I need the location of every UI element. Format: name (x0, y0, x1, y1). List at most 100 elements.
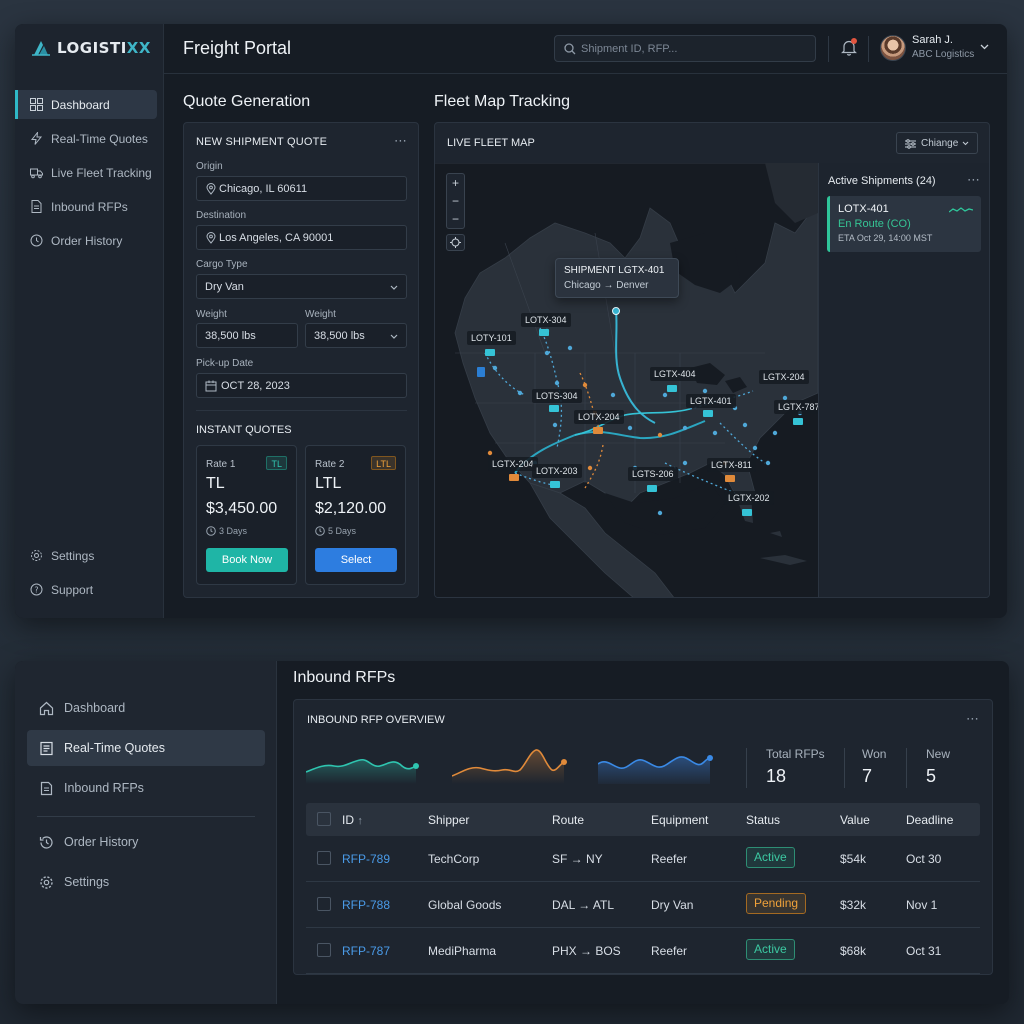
weight-field[interactable]: 38,500 lbs (196, 323, 298, 348)
weight-unit-select[interactable]: 38,500 lbs (305, 323, 407, 348)
zoom-in-button[interactable]: + (451, 176, 459, 190)
sidebar-item-settings[interactable]: Settings (27, 864, 265, 900)
sidebar-item-dashboard[interactable]: Dashboard (27, 690, 265, 726)
sidebar-item-label: Inbound RFPs (51, 199, 128, 214)
landmass (529, 482, 674, 597)
rfp-id-link[interactable]: RFP-787 (342, 944, 391, 958)
column-header-id[interactable]: ID ↑ (342, 813, 363, 827)
rate-card-ltl[interactable]: Rate 2 LTL LTL $2,120.00 5 Days Select (305, 445, 406, 585)
tooltip-route: Chicago → Denver (564, 280, 649, 291)
column-header-route[interactable]: Route (552, 813, 585, 827)
truck-label[interactable]: LGTS-206 (628, 467, 678, 481)
sidebar-item-order-history[interactable]: Order History (27, 824, 265, 860)
destination-label: Destination (196, 210, 247, 221)
select-button[interactable]: Select (315, 548, 397, 572)
zoom-out-button[interactable]: − (451, 194, 459, 208)
column-header-shipper[interactable]: Shipper (428, 813, 470, 827)
divider (844, 748, 845, 788)
select-all-checkbox[interactable] (317, 812, 331, 826)
status-badge: Pending (746, 893, 807, 914)
column-header-status[interactable]: Status (746, 813, 781, 827)
sidebar-item-support[interactable]: ? Support (15, 575, 157, 604)
more-options-icon[interactable]: ⋯ (967, 172, 981, 187)
avatar[interactable] (880, 35, 906, 61)
sidebar-nav: Dashboard Real-Time Quotes Live Fleet Tr… (15, 90, 164, 260)
origin-field[interactable]: Chicago, IL 60611 (196, 176, 407, 201)
sidebar-item-real-time-quotes[interactable]: Real-Time Quotes (27, 730, 265, 766)
truck-label[interactable]: LGTX-404 (650, 367, 700, 381)
sidebar-item-order-history[interactable]: Order History (15, 226, 157, 255)
status-badge: Active (746, 847, 795, 868)
cargo-type-select[interactable]: Dry Van (196, 274, 407, 299)
rate-transit-days: 3 Days (219, 526, 248, 536)
table-row[interactable]: RFP-787 MediPharma PHX → BOS Reefer Acti… (306, 928, 980, 974)
zoom-reset-button[interactable]: − (451, 212, 459, 226)
truck-label[interactable]: LGTX-204 (488, 457, 538, 471)
column-header-value[interactable]: Value (840, 813, 870, 827)
zoom-controls: + − − (446, 173, 465, 229)
column-header-deadline[interactable]: Deadline (906, 813, 954, 827)
row-checkbox[interactable] (317, 943, 331, 957)
table-row[interactable]: RFP-788 Global Goods DAL → ATL Dry Van P… (306, 882, 980, 928)
truck-label[interactable]: LOTX-304 (521, 313, 571, 327)
more-options-icon[interactable]: ⋯ (966, 711, 980, 726)
sidebar-item-label: Live Fleet Tracking (51, 165, 152, 180)
active-shipment-card[interactable]: LOTX-401 En Route (CO) ETA Oct 29, 14:00… (827, 196, 981, 252)
deadline-cell: Oct 30 (906, 852, 942, 866)
chevron-down-icon (962, 141, 969, 146)
table-row[interactable]: RFP-789 TechCorp SF → NY Reefer Active $… (306, 836, 980, 882)
row-checkbox[interactable] (317, 897, 331, 911)
new-shipment-quote-card: NEW SHIPMENT QUOTE ⋯ Origin Chicago, IL … (183, 122, 419, 598)
search-input[interactable]: Shipment ID, RFP... (554, 35, 816, 62)
user-org: ABC Logistics (912, 49, 975, 60)
document-icon (31, 200, 42, 213)
column-header-equipment[interactable]: Equipment (651, 813, 709, 827)
inbound-rfp-overview-card: INBOUND RFP OVERVIEW ⋯ Total RFPs 18 Won… (293, 699, 993, 975)
filter-icon (905, 139, 916, 149)
change-button[interactable]: Chiange (896, 132, 978, 154)
sidebar-item-settings[interactable]: Settings (15, 541, 157, 570)
pickup-date-field[interactable]: OCT 28, 2023 (196, 373, 407, 398)
truck-label[interactable]: LOTX-204 (574, 410, 624, 424)
locate-button[interactable] (446, 234, 465, 251)
row-checkbox[interactable] (317, 851, 331, 865)
destination-field[interactable]: Los Angeles, CA 90001 (196, 225, 407, 250)
truck-label[interactable]: LGTX-204 (759, 370, 809, 384)
more-options-icon[interactable]: ⋯ (394, 133, 408, 148)
fleet-map[interactable]: + − − SHIPMENT LGTX-401 Chicago → Denver… (435, 163, 824, 597)
rfp-id-link[interactable]: RFP-788 (342, 898, 391, 912)
water-body (605, 483, 725, 535)
rate-label: Rate 2 (315, 459, 345, 470)
rate-type: TL (206, 475, 225, 492)
tooltip-title: SHIPMENT LGTX-401 (564, 265, 665, 276)
chevron-down-icon[interactable] (980, 44, 989, 50)
kpi-label: New (926, 747, 951, 761)
truck-label[interactable]: LOTS-304 (532, 389, 582, 403)
truck-label[interactable]: LOTX-203 (532, 464, 582, 478)
logo[interactable]: LOGISTIXX (31, 37, 151, 59)
search-icon (564, 43, 576, 55)
sort-arrow-icon: ↑ (357, 815, 363, 827)
book-now-button[interactable]: Book Now (206, 548, 288, 572)
truck-label[interactable]: LGTX-787 (774, 400, 824, 414)
deadline-cell: Oct 31 (906, 944, 942, 958)
rfp-id-link[interactable]: RFP-789 (342, 852, 391, 866)
sidebar-item-live-fleet-tracking[interactable]: Live Fleet Tracking (15, 158, 157, 187)
landmass (770, 531, 782, 537)
sidebar-item-label: Real-Time Quotes (64, 741, 165, 755)
truck-label[interactable]: LGTX-811 (707, 458, 756, 472)
sidebar-item-real-time-quotes[interactable]: Real-Time Quotes (15, 124, 157, 153)
clock-icon (206, 526, 216, 536)
truck-label[interactable]: LOTY-101 (467, 331, 516, 345)
sidebar-item-label: Order History (64, 835, 139, 849)
help-icon: ? (30, 583, 43, 596)
shipper-cell: Global Goods (428, 898, 502, 912)
sidebar-item-inbound-rfps[interactable]: Inbound RFPs (15, 192, 157, 221)
sidebar-bottom-nav: Settings ? Support (15, 541, 164, 609)
sidebar-item-dashboard[interactable]: Dashboard (15, 90, 157, 119)
freight-portal-window: LOGISTIXX Dashboard Real-Time Quotes Liv… (15, 24, 1007, 618)
truck-label[interactable]: LGTX-202 (724, 491, 774, 505)
truck-label[interactable]: LGTX-401 (686, 394, 736, 408)
sidebar-item-inbound-rfps[interactable]: Inbound RFPs (27, 770, 265, 806)
rate-card-tl[interactable]: Rate 1 TL TL $3,450.00 3 Days Book Now (196, 445, 297, 585)
